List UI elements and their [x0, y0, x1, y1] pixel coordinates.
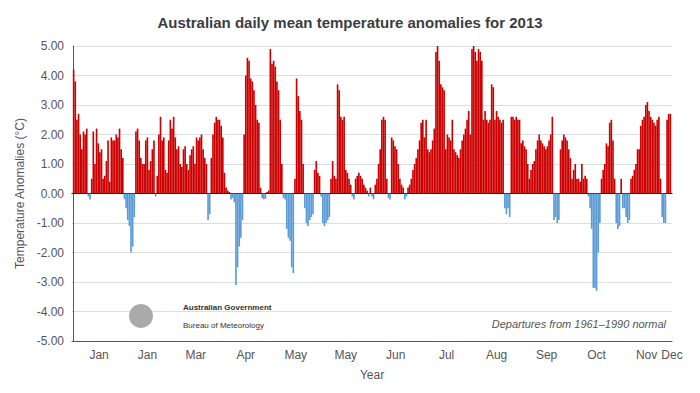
svg-text:Oct: Oct: [587, 348, 606, 362]
svg-text:Temperature Anomalies (°C): Temperature Anomalies (°C): [13, 118, 27, 269]
svg-text:4.00: 4.00: [41, 69, 65, 83]
svg-text:5.00: 5.00: [41, 39, 65, 53]
svg-text:-1.00: -1.00: [37, 216, 65, 230]
svg-text:1.00: 1.00: [41, 157, 65, 171]
svg-text:2.00: 2.00: [41, 128, 65, 142]
svg-text:3.00: 3.00: [41, 98, 65, 112]
svg-text:May: May: [334, 348, 357, 362]
svg-text:-3.00: -3.00: [37, 275, 65, 289]
svg-text:Dec: Dec: [661, 348, 682, 362]
svg-text:Apr: Apr: [236, 348, 255, 362]
svg-text:Australian Government: Australian Government: [183, 303, 272, 312]
svg-text:0.00: 0.00: [41, 187, 65, 201]
svg-text:-5.00: -5.00: [37, 334, 65, 348]
svg-text:Jun: Jun: [386, 348, 405, 362]
svg-text:Nov: Nov: [636, 348, 657, 362]
svg-text:May: May: [284, 348, 307, 362]
svg-text:Year: Year: [360, 368, 384, 382]
svg-text:Jul: Jul: [439, 348, 454, 362]
svg-text:Departures from 1961–1990 norm: Departures from 1961–1990 normal: [492, 318, 667, 330]
svg-text:Sep: Sep: [536, 348, 558, 362]
svg-text:Mar: Mar: [185, 348, 206, 362]
svg-text:Bureau of Meteorology: Bureau of Meteorology: [183, 321, 264, 330]
svg-text:Aug: Aug: [486, 348, 507, 362]
svg-text:Jan: Jan: [138, 348, 157, 362]
svg-text:Jan: Jan: [89, 348, 108, 362]
svg-text:-4.00: -4.00: [37, 305, 65, 319]
svg-text:Australian daily mean temperat: Australian daily mean temperature anomal…: [157, 14, 542, 31]
svg-text:-2.00: -2.00: [37, 246, 65, 260]
